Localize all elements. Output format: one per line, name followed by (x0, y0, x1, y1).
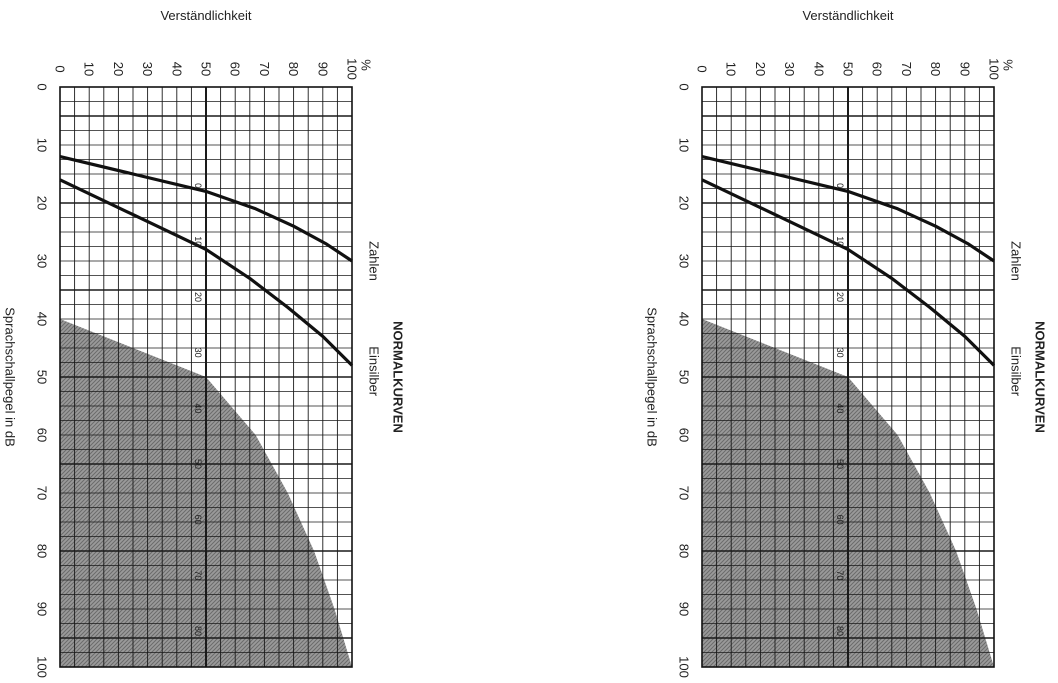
x-tick-label: 30 (35, 254, 50, 268)
y-tick-label: 30 (782, 62, 797, 76)
y-axis-title: Verständlichkeit (802, 8, 893, 23)
y-tick-label: 30 (140, 62, 155, 76)
x-tick-label: 80 (35, 544, 50, 558)
x-tick-label: 60 (35, 428, 50, 442)
y-tick-label: 50 (199, 62, 214, 76)
x-tick-label: 0 (677, 83, 692, 90)
x-axis-title: Sprachschallpegel in dB (3, 307, 18, 446)
chart-right: 0 10 20 30 40 50 60 70 80 90 100 %01020304050607080… (645, 8, 1048, 678)
series-line-einsilber (701, 178, 996, 367)
y-tick-label: 70 (899, 62, 914, 76)
inner-scale-label: 50 (835, 459, 845, 469)
x-tick-label: 50 (35, 370, 50, 384)
inner-scale-label: 30 (193, 348, 203, 358)
inner-scale-label: 10 (193, 236, 203, 246)
inner-scale-label: 60 (193, 515, 203, 525)
x-tick-label: 40 (35, 312, 50, 326)
x-tick-label: 60 (677, 428, 692, 442)
y-tick-label: 10 (724, 62, 739, 76)
chart-left: 0 10 20 30 40 50 60 70 80 90 100 %01020304050607080… (3, 8, 406, 678)
x-tick-label: 20 (35, 196, 50, 210)
y-tick-label: 0 (53, 65, 68, 72)
chart-title: NORMALKURVEN (1033, 321, 1048, 433)
series-line-einsilber (59, 178, 354, 367)
x-tick-label: 100 (35, 656, 50, 678)
y-tick-label: 60 (870, 62, 885, 76)
y-tick-label: 40 (811, 62, 826, 76)
y-unit-label: % (359, 59, 374, 71)
y-unit-label: % (1001, 59, 1016, 71)
x-tick-label: 90 (35, 602, 50, 616)
inner-scale-label: 10 (835, 236, 845, 246)
inner-scale-label: 50 (193, 459, 203, 469)
inner-scale-label: 20 (835, 292, 845, 302)
plot-frame (59, 86, 353, 668)
y-axis-title: Verständlichkeit (160, 8, 251, 23)
x-tick-label: 90 (677, 602, 692, 616)
chart-title: NORMALKURVEN (391, 321, 406, 433)
x-tick-label: 10 (35, 138, 50, 152)
x-tick-label: 100 (677, 656, 692, 678)
inner-scale-label: 70 (193, 570, 203, 580)
x-axis-title: Sprachschallpegel in dB (645, 307, 660, 446)
x-tick-label: 10 (677, 138, 692, 152)
y-tick-label: 40 (169, 62, 184, 76)
curve-label-einsilber: Einsilber (367, 346, 382, 397)
y-tick-label: 10 (82, 62, 97, 76)
inner-scale-label: 80 (193, 626, 203, 636)
series-line-zahlen (59, 155, 353, 263)
y-tick-label: 0 (695, 65, 710, 72)
plot-frame (701, 86, 995, 668)
y-tick-label: 50 (841, 62, 856, 76)
x-tick-label: 50 (677, 370, 692, 384)
y-tick-label: 100 (345, 58, 360, 80)
inner-scale-label: 60 (835, 515, 845, 525)
y-tick-label: 90 (315, 62, 330, 76)
y-tick-label: 20 (111, 62, 126, 76)
inner-scale-label: 40 (193, 403, 203, 413)
y-tick-label: 90 (957, 62, 972, 76)
x-tick-label: 80 (677, 544, 692, 558)
inner-scale-label: 0 (193, 183, 203, 188)
inner-scale-label: 0 (835, 183, 845, 188)
curve-label-zahlen: Zahlen (1009, 241, 1024, 281)
inner-scale-label: 70 (835, 570, 845, 580)
inner-scale-label: 80 (835, 626, 845, 636)
y-tick-label: 100 (987, 58, 1002, 80)
x-tick-label: 40 (677, 312, 692, 326)
y-tick-label: 80 (286, 62, 301, 76)
curve-label-einsilber: Einsilber (1009, 346, 1024, 397)
y-tick-label: 70 (257, 62, 272, 76)
x-tick-label: 70 (677, 486, 692, 500)
inner-scale-label: 40 (835, 403, 845, 413)
inner-scale-label: 20 (193, 292, 203, 302)
curve-label-zahlen: Zahlen (367, 241, 382, 281)
y-tick-label: 80 (928, 62, 943, 76)
series-line-zahlen (701, 155, 995, 263)
x-tick-label: 0 (35, 83, 50, 90)
inner-scale-label: 30 (835, 348, 845, 358)
y-tick-label: 20 (753, 62, 768, 76)
y-tick-label: 60 (228, 62, 243, 76)
x-tick-label: 70 (35, 486, 50, 500)
x-tick-label: 30 (677, 254, 692, 268)
x-tick-label: 20 (677, 196, 692, 210)
